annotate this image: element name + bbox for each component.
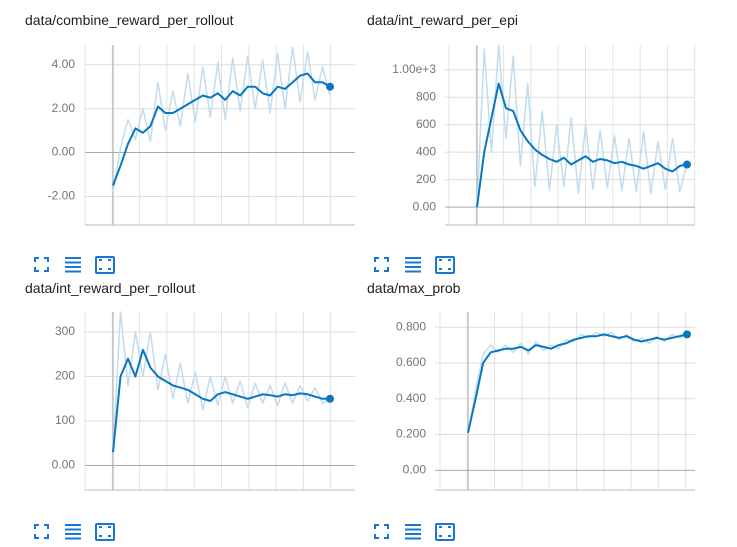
y-tick-label: 800 — [416, 89, 436, 103]
fullscreen-button[interactable] — [34, 257, 49, 272]
smoothed-line — [112, 72, 331, 186]
fit-domain-button[interactable] — [435, 256, 455, 274]
end-point — [683, 330, 691, 339]
y-tick-label: 2.00 — [52, 101, 76, 115]
fit-domain-button[interactable] — [95, 256, 115, 274]
end-point — [326, 82, 334, 91]
fit-domain-icon — [99, 259, 111, 270]
fit-domain-button[interactable] — [435, 523, 455, 541]
chart-title: data/int_reward_per_rollout — [25, 280, 196, 296]
y-tick-label: 0.400 — [396, 391, 426, 405]
fit-domain-icon — [439, 259, 451, 270]
y-tick-label: 0.00 — [403, 462, 427, 476]
smoothed-line — [476, 82, 688, 208]
y-tick-label: 0.00 — [413, 199, 437, 213]
y-tick-label: 1.00e+3 — [392, 62, 436, 76]
fullscreen-button[interactable] — [374, 257, 389, 272]
fit-domain-icon — [99, 526, 111, 537]
chart-title: data/combine_reward_per_rollout — [25, 12, 234, 28]
y-tick-label: 0.800 — [396, 319, 426, 333]
raw-line — [112, 311, 331, 453]
end-point — [683, 160, 691, 169]
y-tick-label: -2.00 — [48, 189, 76, 203]
chart-title: data/max_prob — [367, 280, 461, 296]
y-tick-label: 0.00 — [52, 145, 76, 159]
chart-title: data/int_reward_per_epi — [367, 12, 518, 28]
y-tick-label: 4.00 — [52, 57, 76, 71]
raw-line — [467, 331, 688, 435]
end-point — [326, 394, 334, 403]
y-tick-label: 200 — [55, 369, 75, 383]
y-tick-label: 400 — [416, 144, 436, 158]
smoothed-line — [112, 348, 330, 453]
log-scale-button[interactable] — [65, 257, 81, 273]
fullscreen-button[interactable] — [34, 524, 49, 539]
y-tick-label: 200 — [416, 172, 436, 186]
smoothed-line — [467, 333, 688, 434]
raw-line — [112, 46, 331, 193]
fit-domain-button[interactable] — [95, 523, 115, 541]
log-scale-button[interactable] — [65, 524, 81, 540]
y-tick-label: 100 — [55, 413, 75, 427]
fit-domain-icon — [439, 526, 451, 537]
y-tick-label: 0.600 — [396, 355, 426, 369]
y-tick-label: 0.00 — [52, 458, 76, 472]
y-tick-label: 0.200 — [396, 427, 426, 441]
y-tick-label: 600 — [416, 117, 436, 131]
y-tick-label: 300 — [55, 324, 75, 338]
log-scale-button[interactable] — [405, 257, 421, 273]
fullscreen-button[interactable] — [374, 524, 389, 539]
log-scale-button[interactable] — [405, 524, 421, 540]
